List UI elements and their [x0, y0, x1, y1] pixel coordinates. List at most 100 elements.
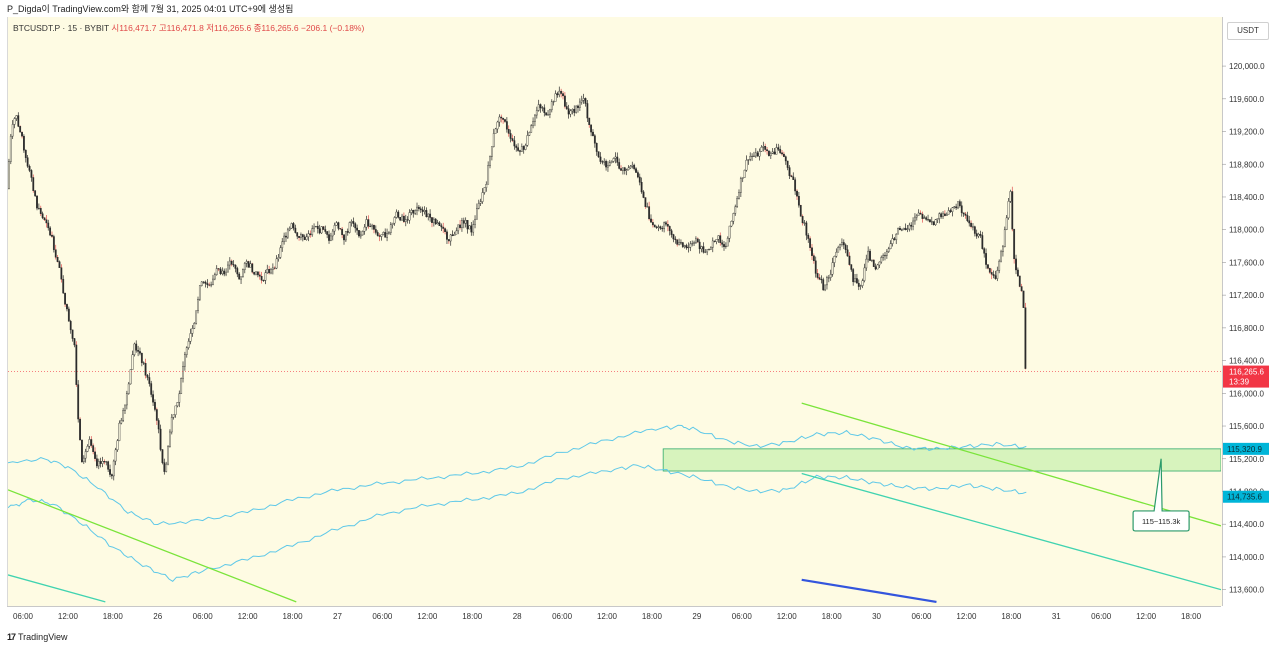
candle-body	[51, 234, 53, 237]
candle-body	[56, 257, 59, 262]
candle-body	[633, 164, 636, 169]
candle-body	[215, 268, 218, 275]
candle-body	[577, 105, 579, 108]
candle-body	[37, 207, 40, 209]
candle-body	[949, 210, 952, 212]
candle-body	[562, 93, 564, 97]
candle-body	[947, 210, 950, 215]
candle-body	[210, 284, 213, 286]
candle-body	[408, 212, 411, 221]
candle-body	[698, 241, 701, 250]
candle-body	[352, 221, 355, 224]
candle-body	[517, 147, 519, 151]
candle-body	[715, 239, 718, 242]
candle-body	[498, 116, 501, 123]
candle-body	[535, 110, 538, 116]
plot-area[interactable]	[7, 17, 1222, 606]
candle-body	[854, 278, 856, 283]
candle-body	[680, 242, 682, 244]
candle-body	[827, 277, 830, 279]
time-tick-label: 12:00	[238, 612, 259, 621]
candle-body	[741, 177, 744, 179]
candle-body	[537, 104, 540, 111]
ohlc-values: 시116,471.7 고116,471.8 저116,265.6 종116,26…	[111, 23, 364, 33]
candle-body	[732, 213, 735, 222]
candle-body	[446, 231, 448, 240]
descending-green-right-trendline	[801, 402, 1221, 527]
candle-body	[139, 351, 141, 354]
candle-body	[842, 242, 845, 246]
candle-body	[711, 240, 714, 248]
candle-body	[599, 156, 602, 162]
candle-body	[612, 158, 615, 162]
time-scale[interactable]	[7, 606, 1221, 629]
candle-body	[573, 109, 576, 113]
candle-body	[852, 269, 855, 283]
time-tick-label: 26	[153, 612, 162, 621]
candle-body	[638, 176, 641, 183]
candle-body	[973, 226, 976, 234]
candle-body	[981, 235, 984, 249]
candle-body	[43, 217, 46, 220]
candle-body	[831, 262, 834, 275]
candle-body	[945, 214, 948, 216]
candle-body	[464, 220, 467, 224]
candle-body	[277, 257, 280, 260]
candle-body	[1022, 290, 1025, 308]
candle-body	[706, 249, 709, 253]
candle-body	[483, 187, 486, 193]
candle-body	[893, 238, 896, 241]
candle-body	[934, 219, 937, 226]
candle-body	[541, 107, 544, 109]
price-tick-label: 114,000.0	[1229, 553, 1265, 562]
candle-body	[513, 140, 516, 147]
candle-body	[790, 175, 793, 178]
candle-body	[118, 422, 121, 441]
candle-body	[9, 135, 12, 162]
candle-body	[129, 369, 132, 385]
candle-body	[399, 217, 402, 221]
candle-body	[262, 280, 265, 282]
candle-body	[474, 218, 476, 225]
candle-body	[783, 153, 785, 157]
candle-body	[1018, 275, 1021, 287]
candle-body	[957, 201, 959, 209]
candle-body	[228, 260, 231, 266]
candle-body	[125, 393, 128, 406]
candle-body	[376, 232, 379, 236]
candle-body	[507, 128, 510, 134]
candle-body	[13, 118, 16, 125]
candle-body	[859, 285, 862, 287]
candle-body	[1011, 191, 1014, 230]
candle-body	[848, 255, 851, 265]
price-scale[interactable]	[1222, 17, 1280, 606]
candle-body	[534, 114, 536, 122]
candle-body	[24, 149, 27, 158]
candle-body	[339, 228, 342, 230]
candle-body	[49, 227, 52, 236]
candle-body	[1003, 229, 1006, 248]
candle-body	[54, 249, 57, 258]
price-tick-label: 118,400.0	[1229, 193, 1265, 202]
candle-body	[578, 101, 581, 108]
candle-body	[914, 216, 916, 222]
candle-body	[395, 211, 398, 218]
candle-body	[631, 164, 634, 167]
candle-body	[245, 261, 248, 264]
tradingview-brand[interactable]: 17 TradingView	[7, 632, 68, 642]
candle-body	[563, 95, 566, 107]
candle-body	[23, 136, 25, 151]
candle-body	[148, 377, 151, 384]
candle-body	[777, 147, 780, 150]
candle-body	[567, 108, 570, 115]
candle-body	[987, 264, 989, 269]
candle-body	[753, 155, 755, 157]
candle-body	[891, 238, 894, 244]
candle-body	[281, 241, 284, 249]
candle-body	[107, 461, 110, 470]
close-label: 종	[253, 23, 262, 33]
time-tick-label: 06:00	[372, 612, 393, 621]
candle-body	[1016, 269, 1019, 277]
currency-unit-button[interactable]: USDT	[1227, 22, 1269, 40]
candle-body	[983, 248, 986, 254]
